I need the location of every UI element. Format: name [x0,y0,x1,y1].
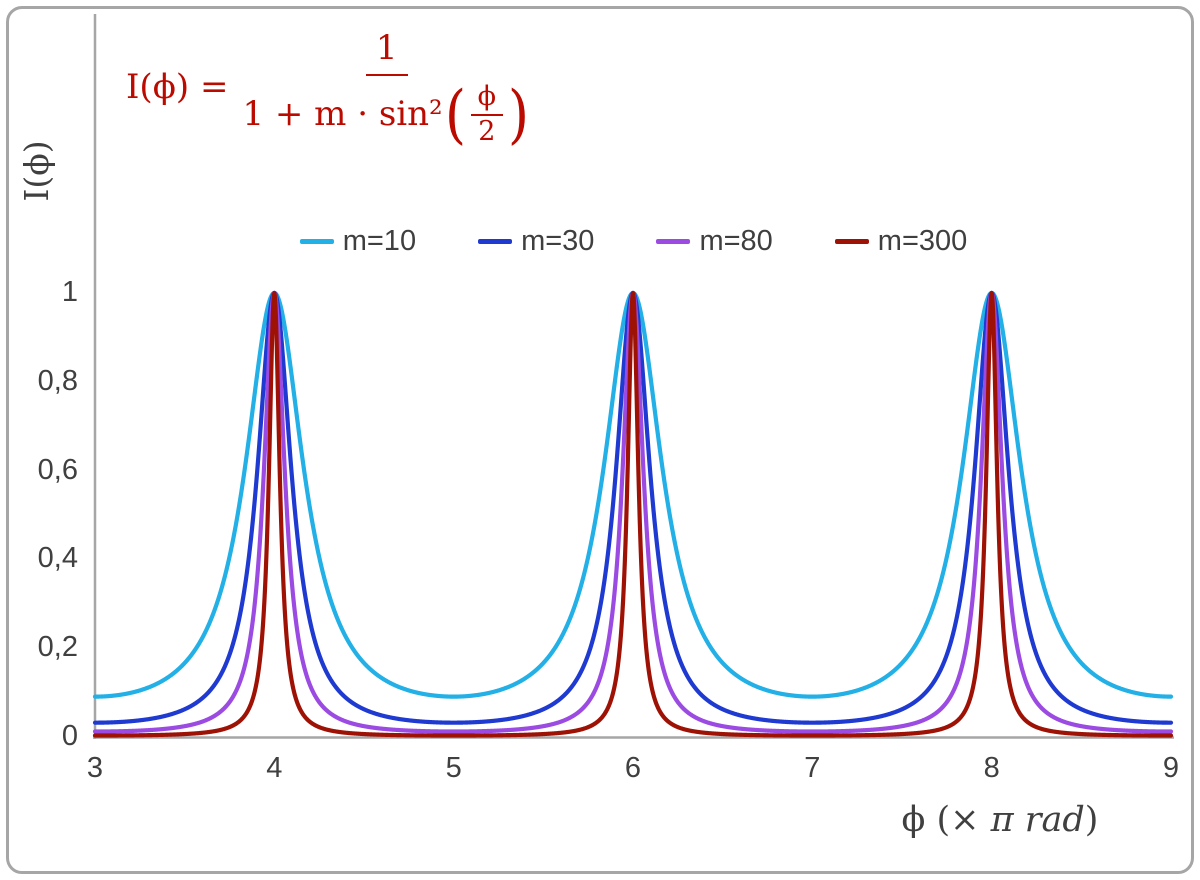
x-tick-label: 3 [86,752,104,784]
formula-denominator-text: 1 + m · sin² [242,94,443,135]
legend-item-m10: m=10 [299,224,417,258]
legend-swatch-m80 [656,238,691,244]
formula-fraction: 1 1 + m · sin² ( ϕ 2 ) [242,29,531,152]
inner-denominator: 2 [478,115,496,147]
y-tick-label: 0,4 [37,542,78,575]
series-line-m30 [92,290,1174,725]
x-tick-label: 7 [804,752,821,784]
x-axis-title-units: π rad [990,800,1085,840]
series-line-m300 [92,290,1174,738]
y-tick-label: 0 [61,720,78,752]
y-tick-label: 0,8 [37,364,78,397]
legend-swatch-m30 [478,238,513,244]
x-tick-label: 8 [983,752,1000,784]
legend-label-m30: m=30 [521,224,595,257]
y-tick-label: 0,2 [37,631,78,664]
y-tick-label: 0,6 [37,453,78,486]
legend-item-m80: m=80 [656,224,773,258]
formula-annotation: I(ϕ) = 1 1 + m · sin² ( ϕ 2 ) [126,29,531,152]
formula-lhs: I(ϕ) = [126,67,229,108]
legend-label-m10: m=10 [342,224,417,257]
x-tick-label: 4 [266,752,283,784]
legend-item-m300: m=300 [834,224,968,258]
series-line-m80 [92,290,1174,734]
x-tick-label: 6 [624,752,642,784]
x-axis-title-suffix: ) [1084,800,1099,840]
formula-denominator: 1 + m · sin² ( ϕ 2 ) [242,77,530,152]
y-axis-title: I(ϕ) [17,140,56,202]
legend-swatch-m300 [834,238,869,244]
x-tick-label: 9 [1162,752,1180,784]
x-tick-label: 5 [445,752,462,784]
legend-swatch-m10 [299,238,334,244]
legend: m=10 m=30 m=80 m=300 [95,222,1172,260]
legend-item-m30: m=30 [478,225,594,258]
formula-numerator: 1 [365,29,408,77]
x-axis-title: ϕ (× π rad) [840,800,1160,840]
legend-label-m300: m=300 [877,224,968,257]
inner-numerator: ϕ [470,83,504,116]
legend-label-m80: m=80 [699,224,773,257]
x-axis-title-prefix: ϕ (× [901,800,991,840]
inner-fraction: ϕ 2 [470,83,504,147]
y-tick-label: 1 [61,276,78,308]
